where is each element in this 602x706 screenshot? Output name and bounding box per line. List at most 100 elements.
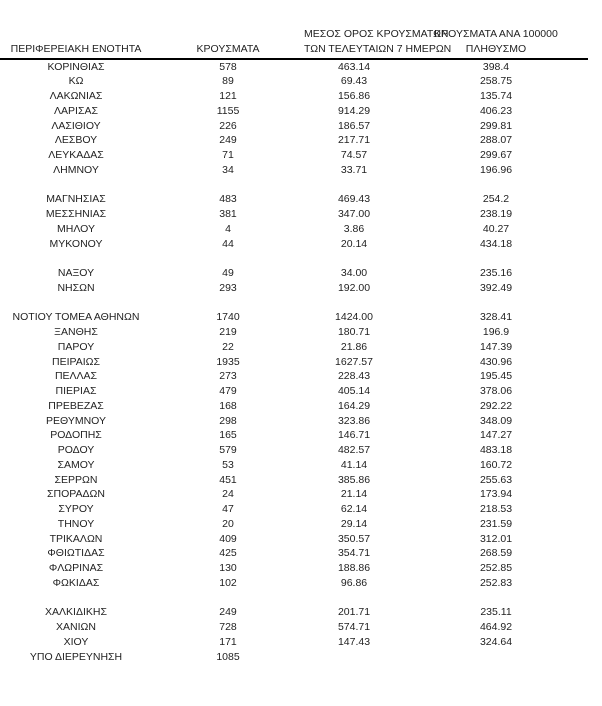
cell-regional-unit: ΣΥΡΟΥ [58, 503, 94, 515]
cell-regional-unit: ΦΘΙΩΤΙΔΑΣ [47, 547, 105, 560]
cell-per-100000: 464.92 [479, 621, 513, 633]
cell-per-100000: 434.18 [479, 237, 513, 250]
cell-regional-unit: ΤΡΙΚΑΛΩΝ [49, 532, 103, 545]
cell-regional-unit: ΦΩΚΙΔΑΣ [52, 576, 100, 589]
cell-avg-7day: 186.57 [337, 119, 371, 132]
cell-regional-unit: ΠΙΕΡΙΑΣ [55, 385, 97, 397]
cell-cases: 425 [219, 547, 237, 560]
cell-avg-7day [304, 178, 404, 193]
col-header-cases-per-100000: ΚΡΟΥΣΜΑΤΑ ΑΝΑ 100000 ΠΛΗΘΥΣΜΟ [404, 27, 588, 60]
table-spacer-row [0, 251, 588, 266]
cell-avg-7day [304, 591, 404, 606]
table-row: ΝΟΤΙΟΥ ΤΟΜΕΑ ΑΘΗΝΩΝ 1740 1424.00 328.41 [0, 310, 588, 325]
cell-cases: 578 [219, 60, 237, 73]
table-row: ΦΛΩΡΙΝΑΣ 130 188.86 252.85 [0, 561, 588, 576]
cell-regional-unit: ΡΟΔΟΠΗΣ [50, 429, 102, 442]
col-header-regional-unit: ΠΕΡΙΦΕΡΕΙΑΚΗ ΕΝΟΤΗΤΑ [0, 27, 152, 60]
table-row: ΣΠΟΡΑΔΩΝ 24 21.14 173.94 [0, 487, 588, 502]
cell-regional-unit: ΜΕΣΣΗΝΙΑΣ [45, 208, 107, 220]
cell-cases: 293 [219, 281, 237, 294]
table-row: ΠΕΙΡΑΙΩΣ 1935 1627.57 430.96 [0, 355, 588, 370]
table-header: ΠΕΡΙΦΕΡΕΙΑΚΗ ΕΝΟΤΗΤΑ ΚΡΟΥΣΜΑΤΑ ΜΕΣΟΣ ΟΡΟ… [0, 27, 588, 60]
cell-cases: 1935 [216, 355, 240, 368]
table-row: ΜΑΓΝΗΣΙΑΣ 483 469.43 254.2 [0, 192, 588, 207]
cell-regional-unit: ΣΕΡΡΩΝ [54, 473, 98, 486]
cell-regional-unit: ΦΛΩΡΙΝΑΣ [48, 562, 104, 574]
table-row: ΛΕΥΚΑΔΑΣ 71 74.57 299.67 [0, 148, 588, 163]
cell-avg-7day: 164.29 [337, 399, 371, 412]
cell-cases: 1085 [216, 650, 240, 663]
cell-regional-unit: ΛΕΥΚΑΔΑΣ [48, 149, 104, 161]
table-spacer-row [0, 296, 588, 311]
cell-per-100000: 328.41 [479, 311, 513, 324]
cell-per-100000 [404, 296, 588, 311]
cell-cases: 579 [219, 444, 237, 456]
table-body: ΚΟΡΙΝΘΙΑΣ 578 463.14 398.4 ΚΩ 89 69.43 258.75 ΛΑ… [0, 59, 588, 665]
cell-avg-7day: 463.14 [337, 60, 371, 73]
cell-regional-unit: ΧΑΝΙΩΝ [56, 621, 96, 633]
cell-per-100000: 235.11 [480, 606, 512, 619]
cell-avg-7day: 192.00 [337, 281, 371, 294]
cell-cases: 168 [219, 399, 237, 412]
cell-avg-7day: 217.71 [337, 134, 371, 147]
cell-per-100000 [404, 178, 588, 193]
col-header-avg-7day-cases-line2: ΤΩΝ ΤΕΛΕΥΤΑΙΩΝ 7 ΗΜΕΡΩΝ [304, 42, 452, 55]
cell-regional-unit [0, 251, 152, 266]
col-header-avg-7day-cases: ΜΕΣΟΣ ΟΡΟΣ ΚΡΟΥΣΜΑΤΩΝ ΤΩΝ ΤΕΛΕΥΤΑΙΩΝ 7 Η… [304, 27, 452, 60]
cell-avg-7day: 96.86 [340, 576, 368, 589]
cell-per-100000: 231.59 [479, 517, 513, 530]
cell-per-100000: 252.85 [479, 562, 513, 574]
cell-avg-7day: 62.14 [340, 503, 368, 515]
cell-cases: 1155 [216, 104, 240, 117]
table-row: ΝΗΣΩΝ 293 192.00 392.49 [0, 281, 588, 296]
table-row: ΣΑΜΟΥ 53 41.14 160.72 [0, 458, 588, 473]
cell-avg-7day: 188.86 [337, 562, 371, 574]
cell-avg-7day [304, 650, 404, 665]
cell-cases: 451 [219, 473, 237, 486]
cell-per-100000: 348.09 [479, 414, 513, 427]
cell-per-100000: 235.16 [479, 267, 513, 279]
table-row: ΞΑΝΘΗΣ 219 180.71 196.9 [0, 325, 588, 340]
cell-regional-unit: ΠΕΛΛΑΣ [54, 370, 98, 383]
cell-regional-unit: ΠΡΕΒΕΖΑΣ [48, 399, 104, 412]
cell-per-100000: 254.2 [482, 193, 510, 206]
table-row: ΠΕΛΛΑΣ 273 228.43 195.45 [0, 369, 588, 384]
cell-cases: 89 [222, 75, 234, 88]
table-row: ΤΡΙΚΑΛΩΝ 409 350.57 312.01 [0, 532, 588, 547]
cell-cases: 226 [219, 119, 237, 132]
cell-per-100000: 147.27 [479, 429, 513, 442]
cell-avg-7day: 3.86 [343, 222, 365, 235]
cell-regional-unit: ΧΙΟΥ [63, 635, 89, 648]
cell-per-100000: 238.19 [479, 208, 513, 220]
cell-cases: 1740 [216, 311, 240, 324]
cell-avg-7day: 146.71 [337, 429, 371, 442]
cell-per-100000: 218.53 [479, 503, 513, 515]
cell-avg-7day: 323.86 [337, 414, 371, 427]
cell-cases: 53 [222, 458, 234, 471]
table-row: ΡΕΘΥΜΝΟΥ 298 323.86 348.09 [0, 414, 588, 429]
cell-per-100000: 173.94 [479, 488, 513, 501]
cell-cases [152, 591, 304, 606]
cell-regional-unit: ΜΑΓΝΗΣΙΑΣ [46, 193, 106, 206]
cell-avg-7day: 21.14 [340, 488, 368, 501]
cell-cases: 249 [219, 606, 237, 619]
cell-regional-unit: ΚΟΡΙΝΘΙΑΣ [47, 60, 105, 73]
table-row: ΛΑΡΙΣΑΣ 1155 914.29 406.23 [0, 104, 588, 119]
table-row: ΚΟΡΙΝΘΙΑΣ 578 463.14 398.4 [0, 59, 588, 75]
table-row: ΠΡΕΒΕΖΑΣ 168 164.29 292.22 [0, 399, 588, 414]
cell-per-100000: 255.63 [479, 473, 513, 486]
cell-per-100000: 378.06 [479, 385, 513, 397]
col-header-avg-7day-cases-line1: ΜΕΣΟΣ ΟΡΟΣ ΚΡΟΥΣΜΑΤΩΝ [304, 28, 449, 40]
cell-avg-7day: 350.57 [337, 532, 371, 545]
cell-avg-7day: 574.71 [337, 621, 371, 633]
cell-per-100000: 147.39 [479, 340, 513, 353]
cell-regional-unit: ΜΥΚΟΝΟΥ [49, 237, 103, 250]
cell-cases: 409 [219, 532, 237, 545]
cell-regional-unit: ΝΗΣΩΝ [57, 281, 95, 294]
cell-per-100000 [404, 650, 588, 665]
table-spacer-row [0, 591, 588, 606]
cell-cases: 479 [219, 385, 237, 397]
cell-regional-unit: ΡΟΔΟΥ [57, 444, 95, 456]
cell-per-100000: 268.59 [479, 547, 513, 560]
cell-regional-unit: ΠΕΙΡΑΙΩΣ [52, 355, 100, 368]
